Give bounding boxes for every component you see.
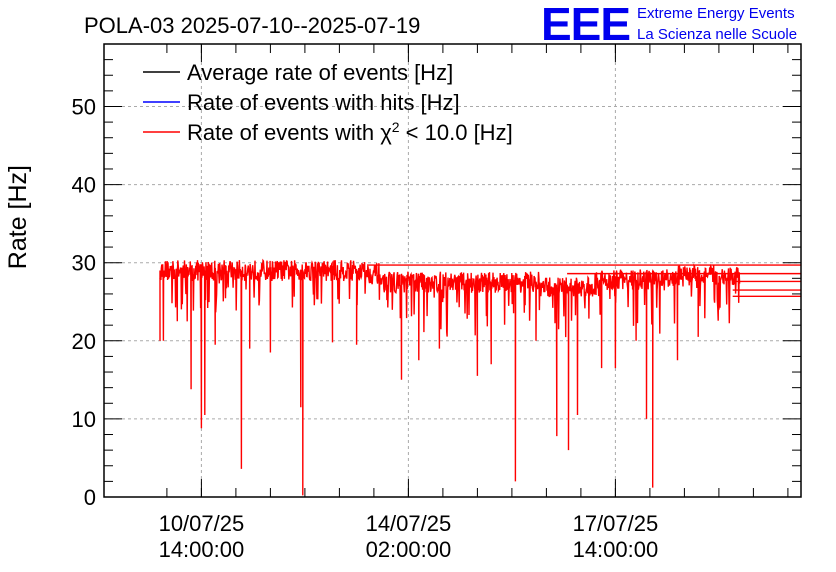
legend-label-main: Average rate of events [Hz] bbox=[187, 60, 453, 85]
x-tick-label-time: 14:00:00 bbox=[573, 537, 659, 562]
legend-label: Rate of events with χ2 < 10.0 [Hz] bbox=[187, 119, 513, 145]
y-tick-label: 0 bbox=[84, 485, 96, 510]
legend-label-sup: 2 bbox=[392, 119, 400, 135]
x-tick-label-time: 02:00:00 bbox=[366, 537, 452, 562]
y-axis-label: Rate [Hz] bbox=[4, 165, 32, 269]
legend-label-tail: < 10.0 [Hz] bbox=[400, 120, 513, 145]
y-tick-label: 20 bbox=[72, 329, 96, 354]
legend-label: Rate of events with hits [Hz] bbox=[187, 90, 460, 115]
plot-frame bbox=[103, 43, 802, 498]
eee-logo-line1: Extreme Energy Events bbox=[637, 5, 795, 22]
y-tick-label: 30 bbox=[72, 251, 96, 276]
eee-logo-mark: EEE bbox=[541, 0, 630, 50]
grid bbox=[104, 44, 801, 497]
eee-logo-line2: La Scienza nelle Scuole bbox=[637, 26, 797, 43]
series-layer bbox=[159, 258, 801, 496]
legend-label: Average rate of events [Hz] bbox=[187, 60, 453, 85]
x-tick-label-date: 14/07/25 bbox=[366, 511, 452, 536]
y-tick-label: 10 bbox=[72, 407, 96, 432]
chart-title: POLA-03 2025-07-10--2025-07-19 bbox=[84, 13, 420, 38]
x-tick-label-date: 10/07/25 bbox=[159, 511, 245, 536]
legend-label-main: Rate of events with hits [Hz] bbox=[187, 90, 460, 115]
x-tick-label-date: 17/07/25 bbox=[573, 511, 659, 536]
legend-label-main: Rate of events with χ bbox=[187, 120, 392, 145]
x-tick-labels: 10/07/2514:00:0014/07/2502:00:0017/07/25… bbox=[159, 511, 659, 562]
axis-ticks bbox=[104, 43, 801, 498]
x-tick-label-time: 14:00:00 bbox=[159, 537, 245, 562]
eee-logo: EEE Extreme Energy Events La Scienza nel… bbox=[541, 0, 797, 50]
y-tick-label: 50 bbox=[72, 94, 96, 119]
y-tick-label: 40 bbox=[72, 173, 96, 198]
y-tick-labels: 0 10 20 30 40 50 bbox=[72, 94, 96, 510]
series-line-red bbox=[159, 258, 741, 496]
legend: Average rate of events [Hz] Rate of event… bbox=[143, 60, 513, 145]
